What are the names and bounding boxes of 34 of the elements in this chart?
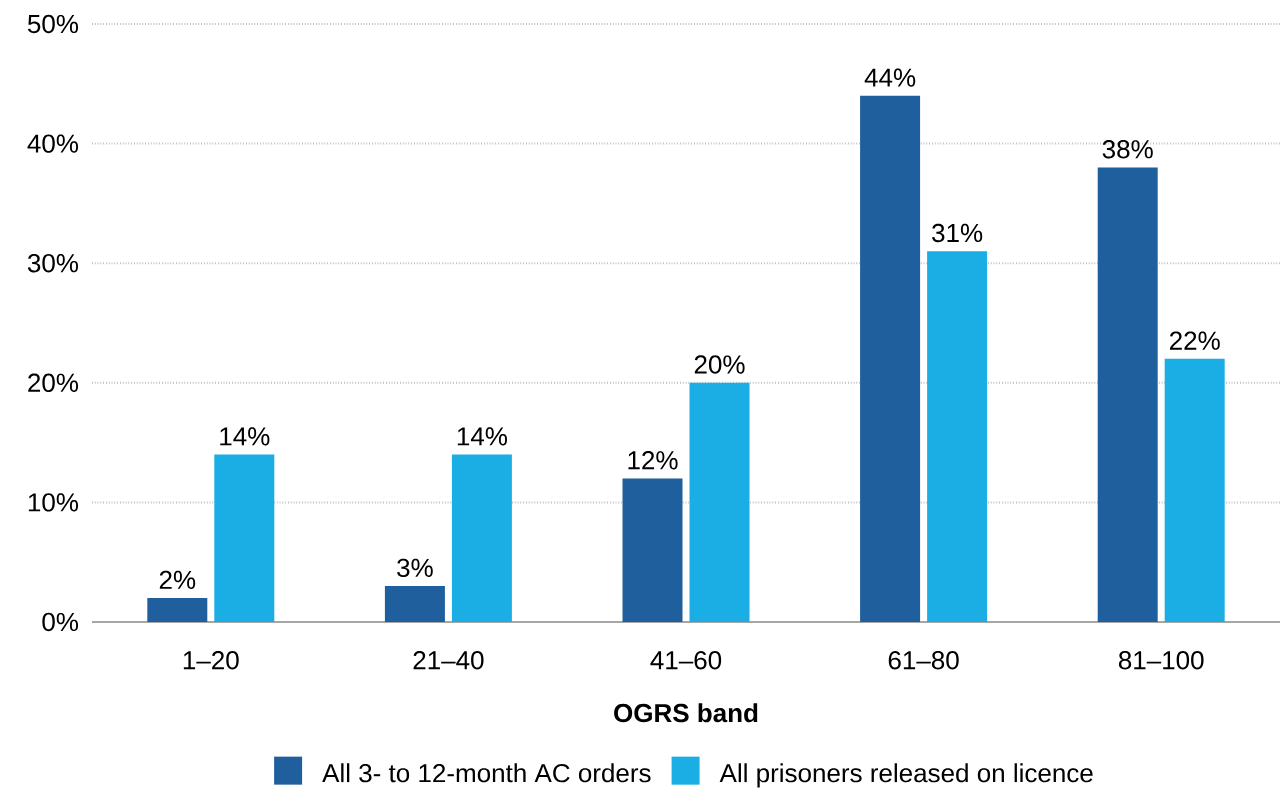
y-tick-label: 10% (28, 493, 79, 512)
y-tick-label: 0% (42, 612, 79, 632)
bar (927, 251, 988, 622)
data-label: 44% (864, 68, 916, 87)
bar (214, 454, 275, 622)
x-tick-label: 81–100 (1118, 651, 1204, 670)
x-axis-title: OGRS band (614, 703, 758, 723)
legend-label: All prisoners released on licence (719, 763, 1093, 788)
bar (860, 95, 921, 622)
y-tick-label: 40% (27, 134, 79, 153)
data-label: 12% (628, 451, 678, 470)
data-label: 20% (694, 355, 745, 374)
bar (689, 382, 750, 622)
y-tick-label: 50% (27, 14, 79, 34)
bar (384, 586, 445, 622)
data-label: 14% (220, 427, 270, 446)
legend-label: All 3- to 12-month AC orders (322, 763, 651, 783)
bar (1097, 167, 1158, 622)
x-tick-label: 61–80 (888, 651, 959, 670)
y-tick-label: 20% (28, 373, 79, 392)
data-label: 2% (159, 570, 196, 590)
bar (147, 598, 208, 622)
data-label: 14% (457, 427, 507, 446)
bar (622, 478, 683, 622)
x-tick-label: 21–40 (413, 651, 484, 670)
bar (1164, 358, 1225, 622)
data-label: 31% (932, 223, 983, 243)
x-tick-label: 1–20 (183, 651, 239, 670)
x-tick-label: 41–60 (650, 651, 722, 670)
data-label: 38% (1102, 140, 1153, 159)
data-label: 22% (1169, 331, 1220, 350)
bar (451, 454, 512, 622)
y-tick-label: 30% (27, 253, 79, 273)
data-label: 3% (397, 558, 433, 578)
